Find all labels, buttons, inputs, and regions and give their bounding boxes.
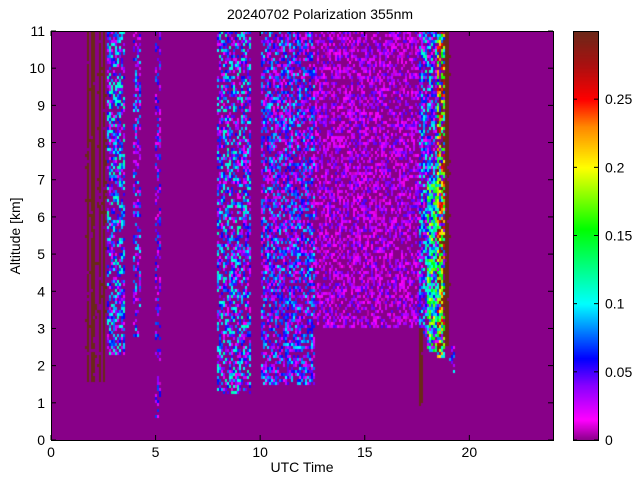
y-tick-label: 3 [37, 320, 45, 336]
colorbar-tick-label: 0.25 [605, 91, 632, 107]
y-tick-label: 8 [37, 135, 45, 151]
plot-frame [51, 31, 554, 441]
y-tick-label: 9 [37, 97, 45, 113]
x-tick-label: 20 [462, 444, 478, 460]
y-tick-label: 2 [37, 358, 45, 374]
y-tick-label: 10 [29, 60, 45, 76]
y-tick-label: 6 [37, 209, 45, 225]
y-axis-label: Altitude [km] [7, 197, 23, 275]
heatmap-cells [51, 31, 553, 440]
y-tick-label: 7 [37, 172, 45, 188]
x-tick-label: 5 [152, 444, 160, 460]
colorbar [573, 31, 598, 440]
y-tick-label: 4 [37, 283, 45, 299]
y-tick-label: 5 [37, 246, 45, 262]
colorbar-tick-label: 0 [605, 432, 613, 448]
x-axis-label: UTC Time [270, 459, 334, 475]
colorbar-tick-label: 0.1 [605, 296, 625, 312]
y-tick-label: 11 [30, 23, 45, 39]
y-tick-label: 0 [37, 432, 45, 448]
colorbar-tick-label: 0.05 [605, 364, 632, 380]
chart-title: 20240702 Polarization 355nm [226, 6, 414, 22]
colorbar-tick-label: 0.15 [605, 228, 632, 244]
x-tick-label: 0 [47, 444, 55, 460]
x-tick-label: 15 [357, 444, 373, 460]
x-tick-label: 10 [252, 444, 268, 460]
colorbar-tick-label: 0.2 [605, 159, 625, 175]
y-tick-label: 1 [37, 395, 45, 411]
